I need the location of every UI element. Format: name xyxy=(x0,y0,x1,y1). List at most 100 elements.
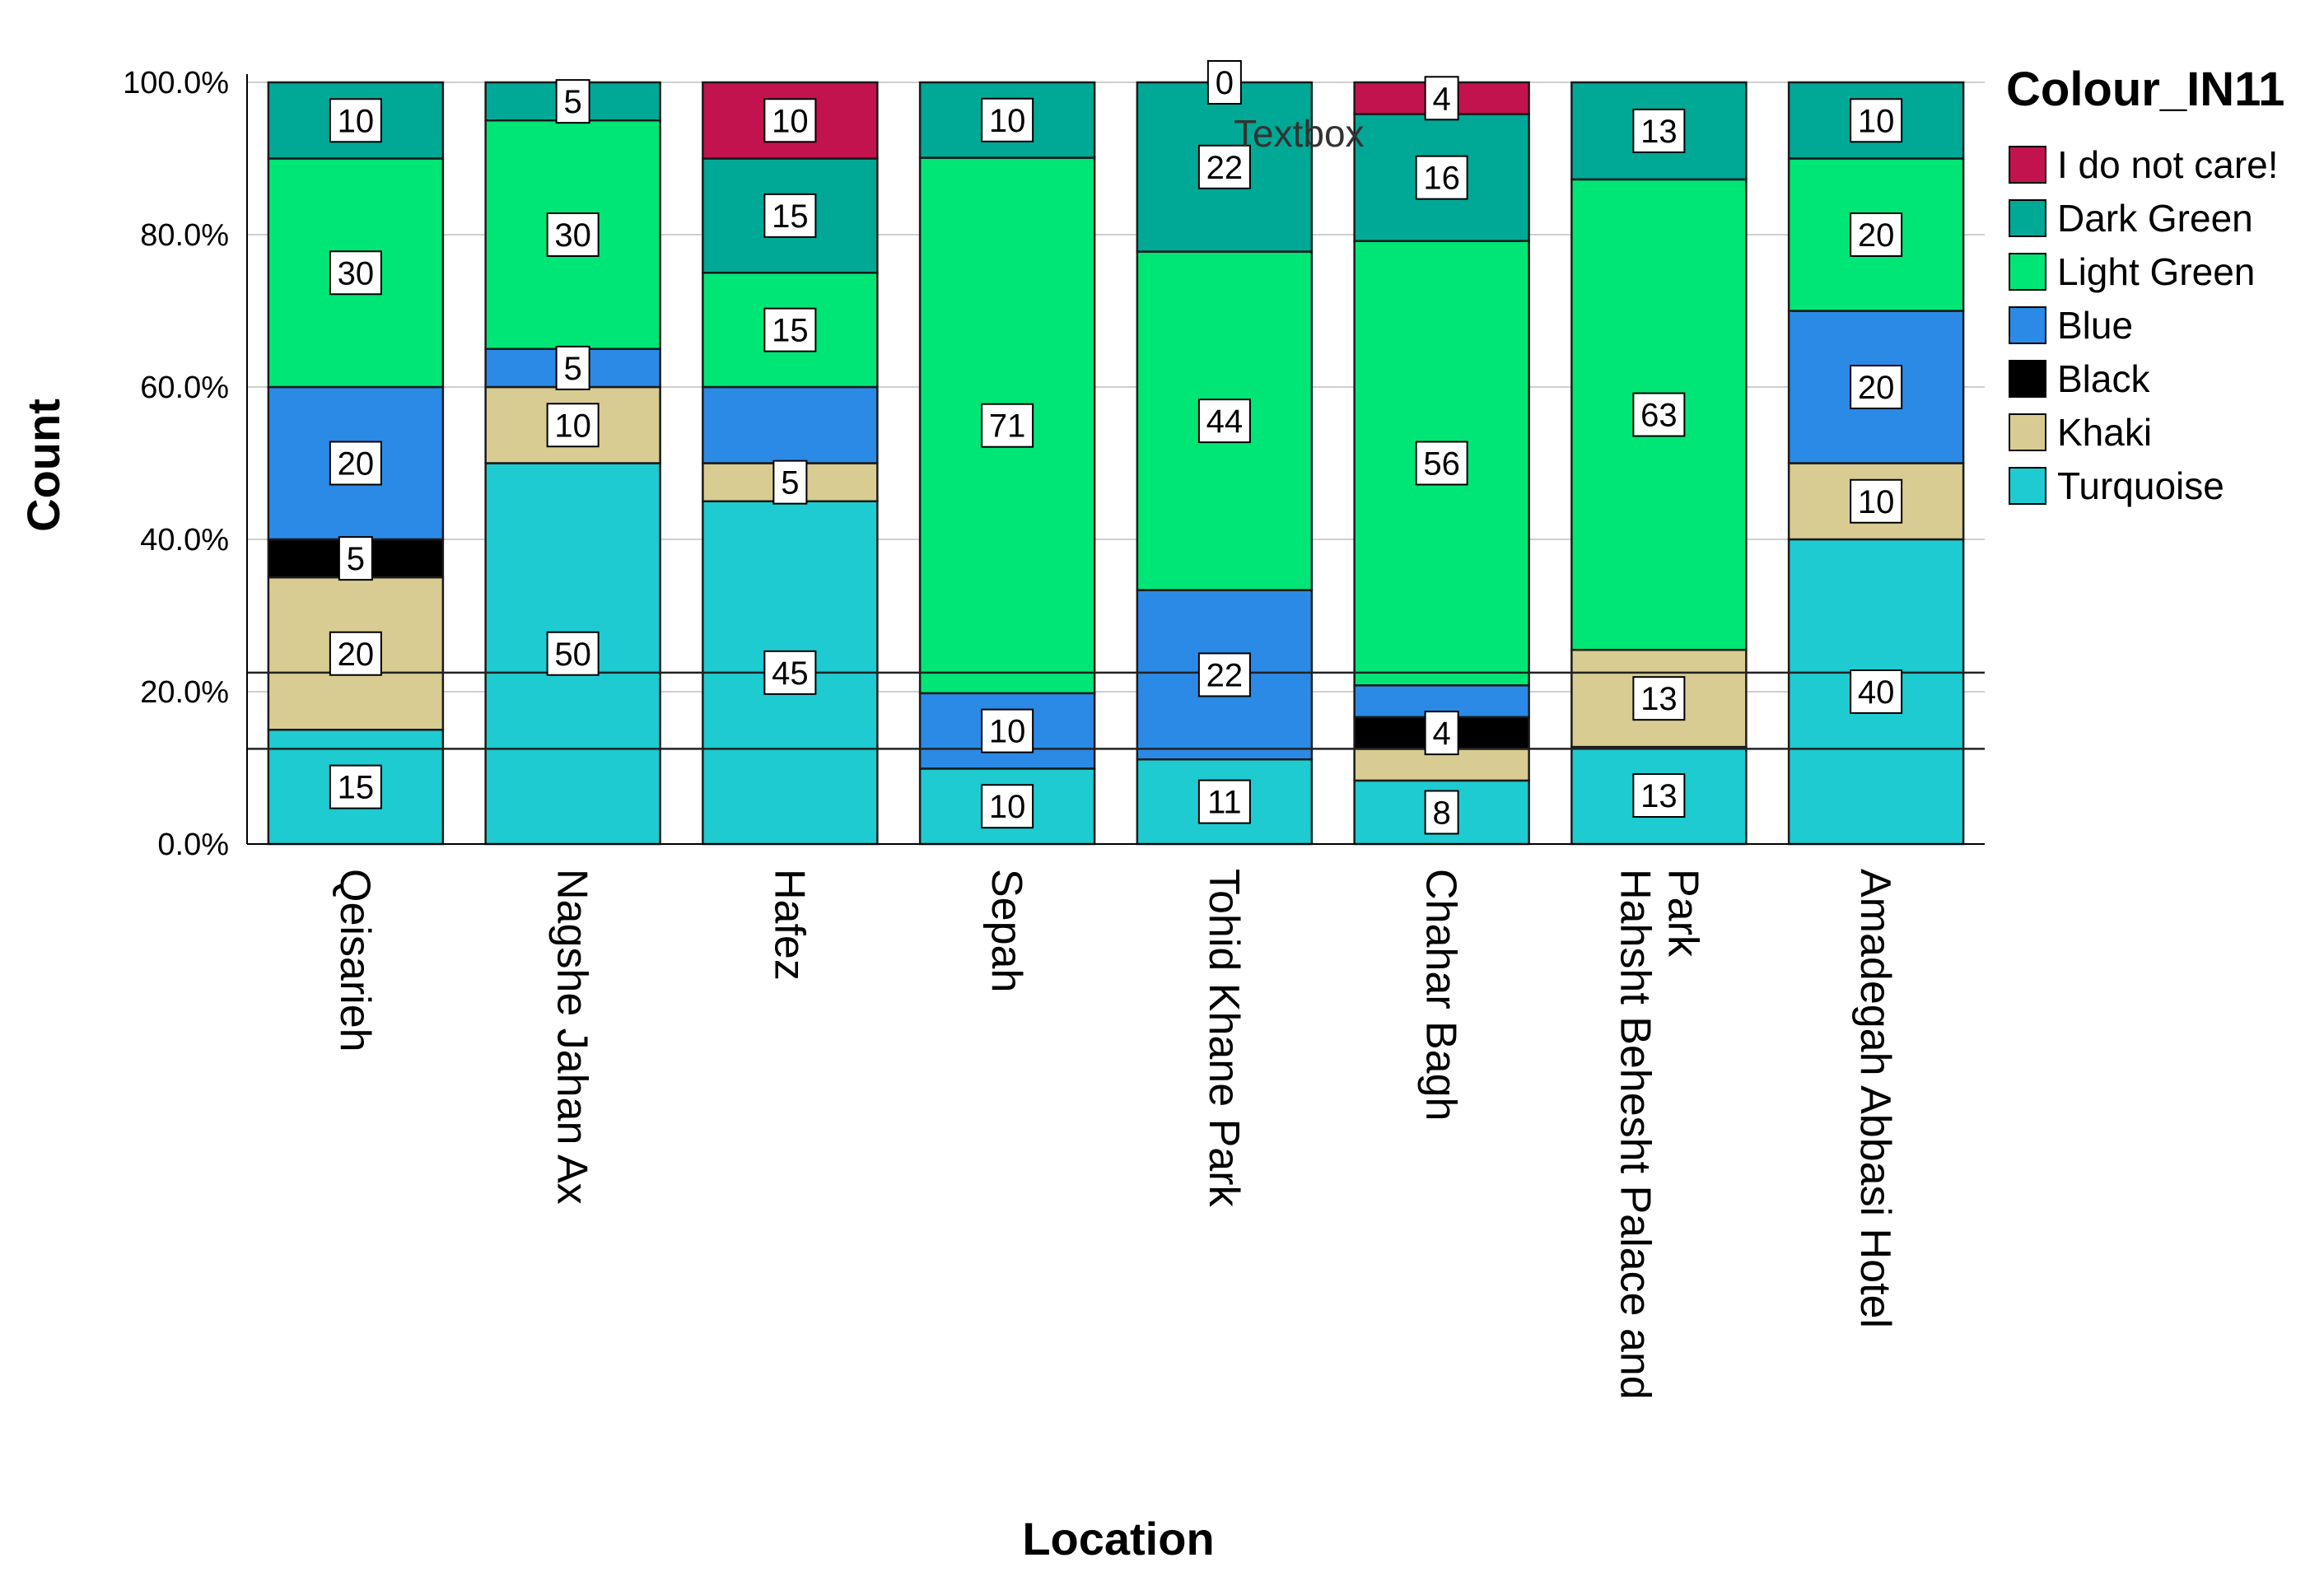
data-label-text: 22 xyxy=(1206,150,1244,186)
legend-swatch xyxy=(2009,413,2046,451)
x-tick-label: Hahsht Behesht Palace and Park xyxy=(1611,869,1706,1400)
data-label-text: 40 xyxy=(1858,674,1895,711)
legend-item: Turquoise xyxy=(2009,464,2224,507)
data-label: 13 xyxy=(1632,676,1686,721)
x-tick-label-text: Hahsht Behesht Palace and xyxy=(1611,869,1659,1400)
data-label: 5 xyxy=(772,459,808,505)
data-label-text: 5 xyxy=(564,84,582,120)
data-label: 10 xyxy=(1850,98,1903,143)
data-label-text: 10 xyxy=(554,408,591,444)
data-label-text: 10 xyxy=(989,103,1026,139)
legend-swatch xyxy=(2009,199,2046,237)
data-label: 13 xyxy=(1632,108,1686,153)
data-label: 50 xyxy=(546,631,600,676)
legend-label: Light Green xyxy=(2057,250,2255,293)
data-label: 63 xyxy=(1632,392,1686,437)
bar-segment xyxy=(702,385,879,464)
x-tick-label-text: Amadegah Abbasi Hotel xyxy=(1851,869,1899,1328)
data-label: 30 xyxy=(329,250,382,296)
data-label-text: 15 xyxy=(772,313,809,349)
data-label-text: 4 xyxy=(1433,716,1451,752)
data-label: 15 xyxy=(763,307,817,352)
x-tick-label: Nagshe Jahan Ax xyxy=(548,869,596,1205)
data-label: 10 xyxy=(546,403,600,448)
data-label: 20 xyxy=(1850,365,1903,409)
axes-group: 0.0% 20.0% 40.0% 60.0% 80.0% 100.0% Qeisarieh N… xyxy=(123,66,1985,1400)
x-tick-label: Hafez xyxy=(765,869,813,981)
data-label-text: 20 xyxy=(338,446,375,483)
data-label-text: 20 xyxy=(1858,217,1895,254)
data-label: 71 xyxy=(981,403,1034,448)
x-tick-label: Tohid Khane Park xyxy=(1200,869,1248,1207)
reference-lines xyxy=(247,671,1985,750)
data-label: 10 xyxy=(981,708,1034,753)
data-label-text: 16 xyxy=(1423,161,1460,197)
data-label-text: 0 xyxy=(1216,65,1234,101)
x-tick-label-text: Nagshe Jahan Ax xyxy=(548,869,596,1205)
x-tick-label-text: Park xyxy=(1659,869,1706,958)
data-label-text: 10 xyxy=(772,103,809,139)
data-label-text: 22 xyxy=(1206,657,1244,693)
data-label: 22 xyxy=(1197,144,1251,189)
legend-label: Dark Green xyxy=(2057,197,2253,240)
data-label: 0 xyxy=(1206,60,1242,105)
data-label: 10 xyxy=(981,784,1034,829)
x-tick-label-text: Tohid Khane Park xyxy=(1200,869,1248,1207)
data-label-text: 5 xyxy=(781,465,799,501)
data-label: 56 xyxy=(1415,441,1468,486)
data-labels-group: 15 20 5 20 30 10 50 10 5 30 5 45 5 15 15 10 10 10 71 10 11 22… xyxy=(329,60,1903,835)
legend-label: Khaki xyxy=(2057,411,2152,454)
y-tick-label: 80.0% xyxy=(140,218,229,253)
y-tick-label: 40.0% xyxy=(140,523,229,557)
x-tick-label-text: Chahar Bagh xyxy=(1417,869,1465,1121)
data-label: 10 xyxy=(981,97,1034,142)
data-label: 15 xyxy=(763,193,817,238)
legend-label: Turquoise xyxy=(2057,464,2224,507)
data-label: 44 xyxy=(1197,399,1251,444)
data-label: 10 xyxy=(1850,478,1903,524)
data-label: 20 xyxy=(329,441,382,486)
legend-item: Blue xyxy=(2009,304,2133,347)
legend-swatch xyxy=(2009,253,2046,291)
annotation-textbox: Textbox xyxy=(1234,112,1365,155)
data-label-text: 44 xyxy=(1206,403,1244,440)
x-tick-label-text: Qeisarieh xyxy=(331,869,379,1052)
data-label: 22 xyxy=(1197,652,1251,697)
data-label: 11 xyxy=(1197,779,1251,824)
data-label: 5 xyxy=(555,79,590,124)
data-label-text: 10 xyxy=(1858,484,1895,520)
data-label: 10 xyxy=(763,98,817,143)
data-label: 20 xyxy=(329,631,382,676)
data-label-text: 10 xyxy=(1858,103,1895,139)
data-label: 8 xyxy=(1424,790,1459,835)
x-tick-label-text: Sepah xyxy=(982,869,1030,992)
data-label-text: 13 xyxy=(1640,778,1678,814)
data-label-text: 8 xyxy=(1433,795,1451,831)
y-tick-label: 0.0% xyxy=(157,828,229,862)
legend-item: Dark Green xyxy=(2009,197,2253,240)
data-label: 15 xyxy=(329,764,382,809)
legend-item: Black xyxy=(2009,357,2150,400)
x-tick-label: Sepah xyxy=(982,869,1030,992)
data-label-text: 20 xyxy=(1858,370,1895,406)
x-tick-label: Qeisarieh xyxy=(331,869,379,1052)
x-tick-label: Amadegah Abbasi Hotel xyxy=(1851,869,1899,1328)
y-axis-title: Count xyxy=(17,399,69,532)
data-label-text: 45 xyxy=(772,655,809,692)
legend-label: I do not care! xyxy=(2057,143,2279,186)
data-label-text: 13 xyxy=(1640,114,1678,150)
data-label: 16 xyxy=(1415,155,1468,200)
data-label-text: 10 xyxy=(989,714,1026,750)
data-label-text: 15 xyxy=(772,198,809,235)
data-label-text: 10 xyxy=(338,103,375,139)
data-label: 13 xyxy=(1632,773,1686,818)
data-label-text: 11 xyxy=(1207,785,1242,821)
legend-label: Black xyxy=(2057,357,2150,400)
legend-swatch xyxy=(2009,306,2046,344)
legend: Colour_IN11 I do not care! Dark Green Ligh… xyxy=(2006,63,2284,507)
data-label-text: 30 xyxy=(554,217,591,254)
data-label-text: 5 xyxy=(347,541,365,577)
legend-item: Light Green xyxy=(2009,250,2255,293)
data-label-text: 20 xyxy=(338,637,375,673)
x-tick-label: Chahar Bagh xyxy=(1417,869,1465,1121)
